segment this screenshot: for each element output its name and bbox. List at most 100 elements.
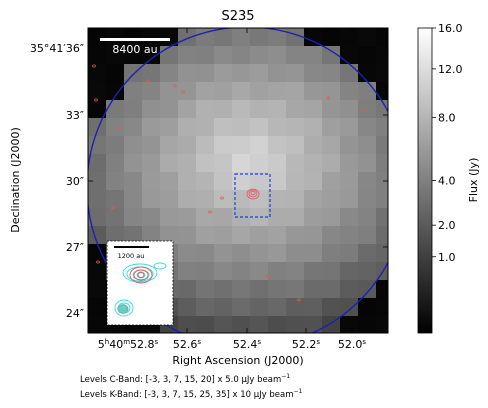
image-pixel: [88, 172, 107, 191]
image-pixel: [160, 100, 179, 119]
image-pixel: [142, 46, 161, 65]
image-pixel: [376, 28, 388, 47]
y-tick-label: 27″: [66, 241, 84, 254]
image-pixel: [286, 172, 305, 191]
colorbar-tick-label: 12.0: [438, 63, 463, 76]
image-pixel: [232, 226, 251, 245]
image-pixel: [142, 118, 161, 137]
image-pixel: [196, 28, 215, 47]
image-pixel: [142, 64, 161, 83]
image-pixel: [124, 226, 143, 245]
image-pixel: [358, 190, 377, 209]
image-pixel: [124, 208, 143, 227]
image-pixel: [304, 28, 323, 47]
image-pixel: [304, 64, 323, 83]
y-tick-label: 30″: [66, 175, 84, 188]
image-pixel: [106, 28, 125, 47]
image-pixel: [178, 154, 197, 173]
image-pixel: [286, 190, 305, 209]
image-pixel: [340, 46, 359, 65]
x-tick-label: 5h40m52.8s: [98, 338, 159, 351]
contour-speck: [173, 84, 177, 88]
contour-speck: [96, 260, 100, 264]
image-pixel: [286, 82, 305, 101]
image-pixel: [232, 118, 251, 137]
image-pixel: [196, 82, 215, 101]
image-pixel: [178, 244, 197, 263]
image-pixel: [196, 316, 215, 333]
image-pixel: [214, 64, 233, 83]
image-pixel: [88, 154, 107, 173]
image-pixel: [88, 316, 107, 333]
image-pixel: [286, 316, 305, 333]
y-tick-label: 33″: [66, 109, 84, 122]
image-pixel: [286, 136, 305, 155]
plot-frame: [87, 27, 389, 334]
image-pixel: [322, 100, 341, 119]
image-pixel: [286, 100, 305, 119]
colorbar-tick-label: 2.0: [438, 219, 456, 232]
image-pixel: [178, 262, 197, 281]
image-pixel: [106, 46, 125, 65]
image-pixel: [178, 208, 197, 227]
chart-title: S235: [221, 9, 254, 24]
image-pixel: [268, 100, 287, 119]
image-pixel: [88, 28, 107, 47]
image-pixel: [268, 64, 287, 83]
image-pixel: [196, 64, 215, 83]
image-pixel: [178, 64, 197, 83]
k-band-levels-caption: Levels K-Band: [-3, 3, 7, 15, 25, 35] x …: [80, 388, 303, 400]
image-pixel: [376, 172, 388, 191]
image-pixel: [232, 136, 251, 155]
image-pixel: [322, 172, 341, 191]
image-pixel: [340, 100, 359, 119]
image-pixel: [214, 190, 233, 209]
image-pixel: [376, 190, 388, 209]
x-axis: 5h40m52.8s 52.6s 52.4s 52.2s 52.0s: [98, 28, 367, 351]
image-pixel: [358, 100, 377, 119]
image-pixel: [196, 172, 215, 191]
image-pixel: [250, 280, 269, 299]
image-pixel: [286, 154, 305, 173]
image-pixel: [232, 262, 251, 281]
image-pixel: [232, 244, 251, 263]
image-pixel: [322, 28, 341, 47]
image-pixel: [88, 136, 107, 155]
image-pixel: [160, 154, 179, 173]
image-pixel: [250, 208, 269, 227]
image-pixel: [286, 208, 305, 227]
image-pixel: [214, 82, 233, 101]
contour-speck: [220, 196, 224, 200]
image-pixel: [340, 118, 359, 137]
x-tick-label: 52.2s: [292, 338, 321, 351]
image-pixel: [124, 172, 143, 191]
image-pixel: [88, 298, 107, 317]
image-pixel: [232, 100, 251, 119]
image-pixel: [322, 262, 341, 281]
image-pixel: [214, 118, 233, 137]
image-pixel: [214, 28, 233, 47]
image-pixel: [196, 154, 215, 173]
colorbar-tick-label: 4.0: [438, 175, 456, 188]
image-pixel: [160, 28, 179, 47]
image-pixel: [214, 316, 233, 333]
image-pixel: [250, 82, 269, 101]
image-pixel: [232, 154, 251, 173]
image-pixel: [268, 316, 287, 333]
image-pixel: [250, 136, 269, 155]
x-tick-label: 52.4s: [233, 338, 262, 351]
image-pixel: [268, 190, 287, 209]
image-pixel: [178, 190, 197, 209]
image-pixel: [142, 208, 161, 227]
image-pixel: [142, 100, 161, 119]
image-pixel: [322, 82, 341, 101]
image-pixel: [106, 208, 125, 227]
x-tick-label: 52.0s: [338, 338, 367, 351]
image-pixel: [250, 244, 269, 263]
image-pixel: [304, 298, 323, 317]
image-pixel: [196, 244, 215, 263]
image-pixel: [232, 64, 251, 83]
scale-bar: [100, 38, 170, 41]
contour-speck: [208, 210, 212, 214]
image-pixel: [268, 46, 287, 65]
